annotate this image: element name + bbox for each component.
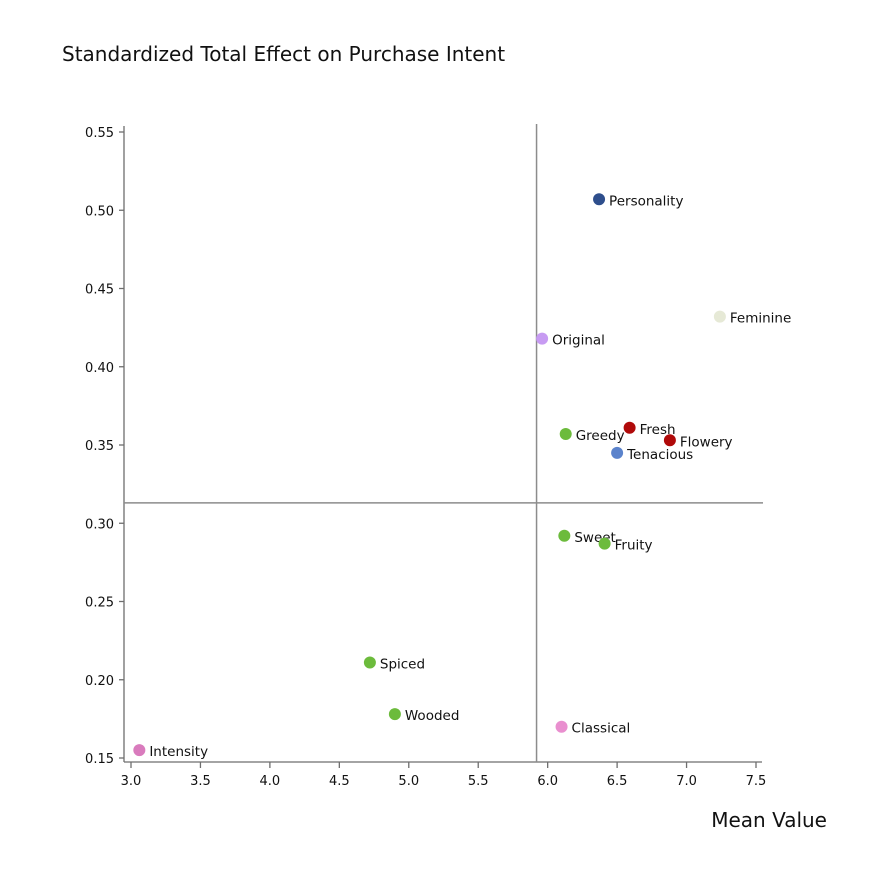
- data-point-label: Original: [552, 333, 605, 349]
- y-tick-label: 0.55: [85, 126, 114, 141]
- x-tick-label: 5.5: [468, 774, 489, 789]
- data-point-label: Fresh: [640, 422, 676, 438]
- data-point: [363, 656, 376, 669]
- y-tick-label: 0.25: [85, 596, 114, 611]
- chart-title: Standardized Total Effect on Purchase In…: [62, 42, 506, 66]
- data-point-label: Greedy: [576, 428, 625, 444]
- data-point: [611, 446, 624, 459]
- x-tick-label: 6.5: [607, 774, 628, 789]
- data-point: [133, 744, 146, 757]
- x-tick-label: 6.0: [537, 774, 558, 789]
- x-tick-label: 5.0: [398, 774, 419, 789]
- axes: 0.15 0.20 0.25 0.30 0.35 0.40 0.45 0.50 0.55 3.0 3…: [85, 126, 766, 789]
- data-point-label: Intensity: [149, 744, 208, 760]
- data-point-label: Feminine: [730, 311, 791, 327]
- data-point-label: Classical: [572, 721, 631, 737]
- data-point: [713, 310, 726, 323]
- x-tick-label: 7.0: [676, 774, 697, 789]
- y-tick-label: 0.50: [85, 204, 114, 219]
- y-tick-label: 0.35: [85, 439, 114, 454]
- data-point: [555, 720, 568, 733]
- data-point: [388, 708, 401, 721]
- x-tick-label: 3.0: [121, 774, 142, 789]
- data-point: [598, 537, 611, 550]
- data-point: [536, 332, 549, 345]
- x-tick-label: 4.5: [329, 774, 350, 789]
- data-point: [593, 193, 606, 206]
- x-tick-label: 4.0: [260, 774, 281, 789]
- data-point-label: Fruity: [615, 538, 653, 554]
- y-tick-label: 0.20: [85, 674, 114, 689]
- x-tick-label: 3.5: [190, 774, 211, 789]
- data-point: [663, 434, 676, 447]
- data-point: [623, 421, 636, 434]
- data-point-label: Personality: [609, 193, 683, 209]
- data-point: [559, 428, 572, 441]
- y-tick-label: 0.40: [85, 361, 114, 376]
- data-point-label: Tenacious: [626, 447, 693, 463]
- x-tick-label: 7.5: [746, 774, 767, 789]
- y-tick-label: 0.30: [85, 517, 114, 532]
- data-point-label: Wooded: [405, 708, 460, 724]
- data-point-label: Flowery: [680, 434, 733, 450]
- x-axis-label: Mean Value: [711, 808, 827, 832]
- reference-lines: [124, 124, 763, 762]
- y-tick-label: 0.15: [85, 752, 114, 767]
- data-point: [558, 529, 571, 542]
- y-tick-label: 0.45: [85, 283, 114, 298]
- data-point-label: Spiced: [380, 657, 425, 673]
